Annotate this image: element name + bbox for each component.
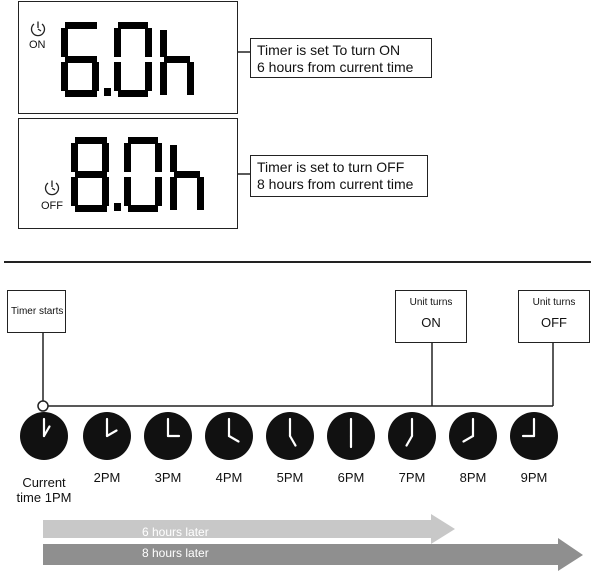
unit-off-box: Unit turns OFF [518, 290, 590, 343]
clock-label: 6PM [316, 470, 386, 485]
clock-label-line1: Current [22, 475, 66, 490]
clock-icon [388, 412, 436, 460]
timer-starts-box: Timer starts [7, 290, 66, 333]
timer-starts-label: Timer starts [11, 305, 64, 317]
callout-off-line2: 8 hours from current time [257, 176, 414, 192]
lcd-display-on [61, 22, 194, 97]
unit-on-box: Unit turns ON [395, 290, 467, 343]
connector-off [238, 173, 250, 175]
clock-label-line1: 5PM [276, 470, 304, 485]
clock-icon [510, 412, 558, 460]
timer-on-panel: ON [18, 1, 238, 114]
clock-icon [144, 412, 192, 460]
arrow-8-hours-label: 8 hours later [142, 546, 209, 560]
arrow-8-hours [43, 538, 583, 571]
unit-off-line1: Unit turns [532, 297, 576, 308]
timer-off-panel: OFF [18, 118, 238, 229]
clock-label: 7PM [377, 470, 447, 485]
callout-off: Timer is set to turn OFF 8 hours from cu… [250, 155, 428, 197]
clock-icon [205, 412, 253, 460]
clock-label-line1: 6PM [337, 470, 365, 485]
clock-label: 9PM [499, 470, 569, 485]
mode-label-off: OFF [41, 200, 63, 212]
section-divider [4, 261, 591, 263]
clock-power-icon [30, 21, 46, 37]
clock-label-line1: 2PM [93, 470, 121, 485]
clock-icon [20, 412, 68, 460]
clock-label: 4PM [194, 470, 264, 485]
arrow-6-hours [43, 514, 455, 544]
unit-on-line1: Unit turns [409, 297, 453, 308]
clock-label-line1: 7PM [398, 470, 426, 485]
callout-off-line1: Timer is set to turn OFF [257, 159, 405, 175]
arrow-6-hours-label: 6 hours later [142, 525, 209, 539]
callout-on-line1: Timer is set To turn ON [257, 42, 401, 58]
unit-off-line2: OFF [541, 315, 567, 330]
clock-label: Current time 1PM [9, 475, 79, 505]
unit-on-line2: ON [421, 315, 441, 330]
clock-label: 2PM [72, 470, 142, 485]
clock-label-line1: 4PM [215, 470, 243, 485]
lcd-display-off [71, 137, 204, 212]
clock-label-line1: 9PM [520, 470, 548, 485]
clock-label: 3PM [133, 470, 203, 485]
clock-icon [266, 412, 314, 460]
clock-icon [83, 412, 131, 460]
clock-icon [327, 412, 375, 460]
clock-power-icon [44, 180, 60, 196]
clock-label: 5PM [255, 470, 325, 485]
callout-on: Timer is set To turn ON 6 hours from cur… [250, 38, 432, 78]
callout-on-line2: 6 hours from current time [257, 59, 414, 75]
clock-icon [449, 412, 497, 460]
clock-label-line1: 3PM [154, 470, 182, 485]
connector-on [238, 51, 250, 53]
clock-label: 8PM [438, 470, 508, 485]
clock-label-line1: 8PM [459, 470, 487, 485]
clock-label-line2: time 1PM [16, 490, 72, 505]
mode-label-on: ON [29, 39, 46, 51]
